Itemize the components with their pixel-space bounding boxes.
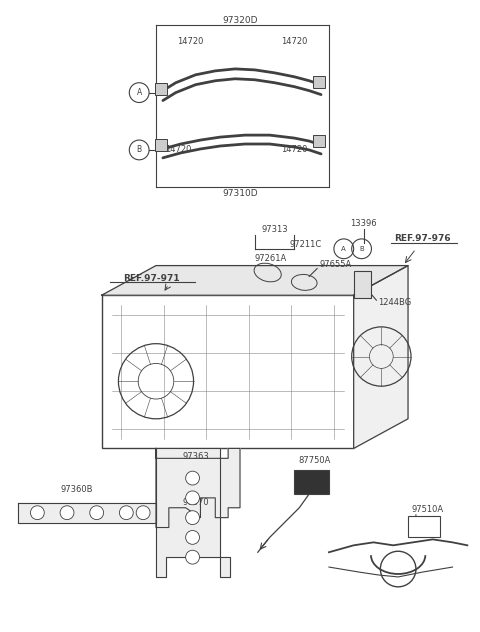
Text: 97313: 97313 (261, 224, 288, 233)
Circle shape (136, 506, 150, 520)
Bar (354, 270, 372, 298)
Polygon shape (156, 449, 230, 577)
Text: B: B (137, 145, 142, 154)
Text: REF.97-976: REF.97-976 (395, 234, 451, 243)
Circle shape (186, 530, 200, 544)
Text: 87750A: 87750A (298, 456, 330, 465)
Text: 1244BG: 1244BG (378, 298, 412, 307)
Text: A: A (136, 88, 142, 97)
Text: 97363: 97363 (182, 452, 209, 461)
Text: 97360B: 97360B (60, 485, 93, 494)
Text: 14720: 14720 (166, 145, 192, 154)
Bar (102, 295, 354, 449)
Circle shape (60, 506, 74, 520)
Text: 13396: 13396 (350, 219, 377, 228)
Text: 97370: 97370 (182, 498, 209, 507)
Text: 14720: 14720 (281, 37, 308, 46)
Circle shape (30, 506, 44, 520)
Circle shape (90, 506, 104, 520)
Text: REF.97-971: REF.97-971 (123, 274, 180, 283)
Text: 97310D: 97310D (222, 189, 258, 198)
Bar (313, 76, 325, 88)
Circle shape (186, 511, 200, 525)
Bar (294, 470, 329, 494)
Bar (155, 83, 167, 95)
Polygon shape (18, 503, 156, 523)
Bar (155, 139, 167, 151)
Text: 97320D: 97320D (222, 16, 258, 25)
Circle shape (186, 550, 200, 564)
Text: B: B (359, 246, 364, 252)
Polygon shape (354, 265, 408, 449)
Text: A: A (341, 246, 346, 252)
Bar (408, 516, 440, 537)
Polygon shape (102, 265, 408, 295)
Circle shape (186, 471, 200, 485)
Polygon shape (156, 449, 240, 528)
Text: 97211C: 97211C (289, 240, 322, 250)
Text: 97655A: 97655A (319, 260, 351, 269)
Circle shape (120, 506, 133, 520)
Circle shape (186, 491, 200, 505)
Text: 14720: 14720 (178, 37, 204, 46)
Text: 97261A: 97261A (255, 254, 287, 263)
Text: 14720: 14720 (281, 145, 308, 154)
Bar (313, 135, 325, 147)
Text: 97510A: 97510A (412, 505, 444, 514)
